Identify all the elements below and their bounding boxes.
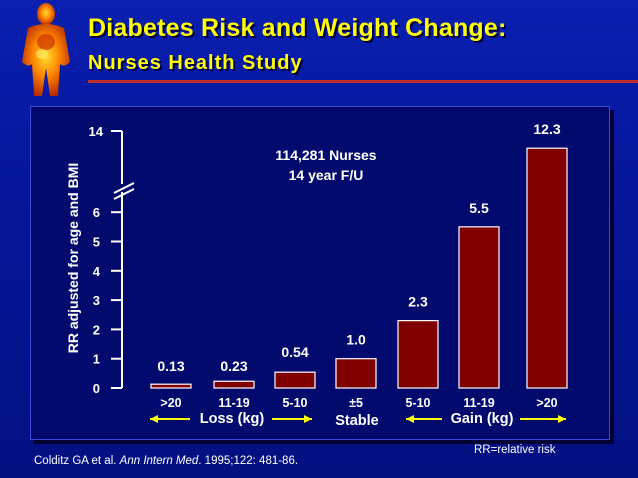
y-tick-label: 14	[89, 124, 104, 139]
y-axis-label: RR adjusted for age and BMI	[65, 163, 81, 354]
x-tick-label: 5-10	[405, 396, 430, 410]
bar	[274, 371, 316, 389]
human-anatomy-icon	[22, 3, 70, 96]
y-tick-label: 3	[93, 293, 100, 308]
x-tick-label: >20	[160, 396, 181, 410]
bar	[397, 320, 439, 389]
arrow-head-left	[150, 415, 158, 423]
bar	[526, 147, 568, 389]
y-tick-label: 1	[93, 352, 100, 367]
citation-suffix: . 1995;122: 481-86.	[198, 455, 299, 467]
y-tick-label: 0	[93, 381, 100, 396]
bar-value-label: 2.3	[408, 294, 428, 310]
title-rule	[88, 80, 638, 83]
x-tick-label: >20	[536, 396, 557, 410]
bar-value-label: 1.0	[346, 332, 366, 348]
axis-break-mark	[113, 188, 135, 200]
group-label-loss: Loss (kg)	[200, 411, 265, 427]
bar	[458, 226, 500, 389]
bar-value-label: 0.13	[157, 358, 184, 374]
slide-title: Diabetes Risk and Weight Change:	[88, 14, 507, 42]
bar	[335, 358, 377, 389]
arrow-head-left	[406, 415, 414, 423]
rr-note: RR=relative risk	[474, 444, 556, 456]
bar	[213, 380, 255, 389]
bar-value-label: 5.5	[469, 200, 489, 216]
value-labels: 0.13 0.23 0.54 1.0 2.3 5.5 12.3	[157, 121, 560, 374]
chart-panel	[30, 106, 610, 440]
x-tick-label: ±5	[349, 396, 363, 410]
x-tick-labels: >20 11-19 5-10 ±5 5-10 11-19 >20	[160, 396, 557, 410]
bar-value-label: 12.3	[533, 121, 560, 137]
y-tick-label: 5	[93, 235, 100, 250]
bar-value-label: 0.54	[281, 344, 308, 360]
group-label-gain: Gain (kg)	[451, 411, 514, 427]
citation-prefix: Colditz GA et al.	[34, 455, 120, 467]
citation-journal: Ann Intern Med	[119, 455, 199, 467]
y-tick-label: 4	[93, 264, 101, 279]
group-label-stable: Stable	[335, 413, 379, 429]
chart-annotation: 114,281 Nurses 14 year F/U	[275, 147, 376, 183]
x-tick-label: 11-19	[218, 396, 249, 410]
y-axis: 0 1 2 3 4 5 6 14	[89, 124, 135, 396]
arrow-head-right	[558, 415, 566, 423]
bars	[150, 147, 568, 389]
x-tick-label: 11-19	[463, 396, 494, 410]
arrow-head-right	[304, 415, 312, 423]
x-tick-label: 5-10	[282, 396, 307, 410]
y-tick-label: 2	[93, 322, 100, 337]
y-tick-label: 6	[93, 205, 100, 220]
axis-break-mark	[113, 182, 135, 194]
group-labels: Loss (kg) Stable Gain (kg)	[150, 411, 566, 429]
annotation-line: 14 year F/U	[289, 167, 364, 183]
bar	[150, 383, 192, 389]
bar-value-label: 0.23	[220, 358, 247, 374]
slide-subtitle: Nurses Health Study	[88, 52, 303, 74]
annotation-line: 114,281 Nurses	[275, 147, 376, 163]
citation: Colditz GA et al. Ann Intern Med. 1995;1…	[34, 455, 298, 467]
